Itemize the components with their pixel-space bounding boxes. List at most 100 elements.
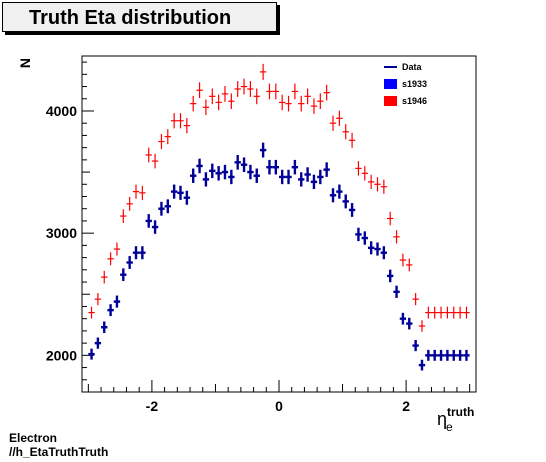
- data-point-s1946: [380, 179, 388, 194]
- data-point-s1946: [304, 88, 311, 105]
- data-point-s1946: [355, 161, 362, 176]
- data-point-s1933: [456, 349, 464, 361]
- data-point-s1946: [145, 147, 152, 163]
- data-point-s1933: [367, 241, 375, 255]
- data-point-s1946: [228, 93, 235, 110]
- data-point-s1933: [221, 164, 229, 180]
- legend-item-data: Data: [384, 62, 423, 72]
- data-point-s1933: [247, 164, 254, 180]
- data-point-s1933: [94, 337, 102, 349]
- data-point-s1946: [463, 306, 470, 319]
- data-point-s1933: [450, 349, 457, 361]
- data-point-s1933: [209, 163, 216, 179]
- data-point-s1946: [196, 82, 203, 99]
- data-point-s1933: [317, 169, 324, 185]
- footer-histogram-path: //h_EtaTruthTruth: [9, 445, 109, 459]
- footer-label: Electron: [9, 431, 58, 445]
- data-point-s1933: [463, 349, 470, 361]
- data-point-s1933: [120, 268, 127, 282]
- legend-item-s1946: s1946: [384, 96, 427, 106]
- data-point-s1946: [348, 132, 356, 148]
- data-point-s1933: [279, 169, 286, 185]
- data-point-s1933: [113, 295, 121, 308]
- x-axis-label-sup: truth: [447, 405, 474, 419]
- data-point-s1946: [88, 306, 95, 319]
- data-point-s1933: [88, 348, 95, 360]
- data-point-s1933: [151, 220, 159, 234]
- y-tick-label: 4000: [46, 103, 77, 119]
- data-point-s1933: [202, 172, 210, 187]
- data-point-s1946: [285, 95, 292, 112]
- data-point-s1946: [94, 293, 102, 306]
- data-point-s1933: [399, 312, 407, 325]
- data-point-s1946: [450, 306, 457, 319]
- data-point-s1933: [310, 174, 318, 189]
- legend-box-swatch: [384, 79, 397, 89]
- data-point-s1946: [234, 81, 241, 97]
- data-point-s1946: [139, 185, 146, 200]
- data-point-s1946: [107, 252, 114, 266]
- data-point-s1946: [126, 196, 133, 211]
- data-point-s1933: [285, 169, 292, 185]
- data-point-s1946: [298, 95, 305, 112]
- data-point-s1933: [272, 159, 279, 175]
- data-point-s1946: [374, 177, 381, 192]
- data-point-s1946: [329, 115, 337, 131]
- data-point-s1933: [437, 349, 445, 361]
- y-tick-label: 2000: [46, 347, 77, 363]
- data-point-s1933: [355, 227, 362, 242]
- data-point-s1933: [380, 246, 388, 260]
- data-point-s1933: [215, 166, 222, 181]
- data-point-s1933: [393, 285, 400, 298]
- data-point-s1946: [202, 99, 210, 116]
- data-point-s1933: [361, 231, 368, 245]
- data-point-s1933: [158, 201, 165, 216]
- data-point-s1946: [323, 84, 330, 101]
- data-point-s1933: [139, 246, 146, 260]
- data-point-s1933: [259, 142, 267, 158]
- data-point-s1933: [190, 168, 197, 183]
- data-point-s1946: [247, 81, 254, 97]
- data-point-s1946: [412, 293, 419, 306]
- data-point-s1946: [158, 134, 165, 150]
- data-point-s1933: [107, 304, 114, 317]
- data-point-s1933: [126, 256, 133, 269]
- x-tick-label: 2: [402, 398, 410, 414]
- data-point-s1933: [240, 157, 248, 173]
- data-point-s1946: [259, 63, 267, 80]
- legend: Data s1933 s1946: [384, 62, 427, 106]
- legend-label: s1946: [402, 96, 427, 106]
- data-point-s1933: [183, 190, 191, 205]
- data-point-s1946: [399, 253, 407, 267]
- x-axis-label: η e truth: [437, 405, 474, 435]
- data-point-s1933: [196, 158, 203, 174]
- data-point-s1946: [387, 211, 394, 226]
- data-point-s1933: [444, 349, 451, 361]
- data-point-s1946: [336, 110, 343, 126]
- x-axis-label-main: η: [437, 409, 447, 429]
- data-point-s1946: [215, 94, 222, 111]
- data-point-s1946: [444, 306, 451, 319]
- data-point-s1946: [406, 258, 413, 272]
- legend-label: s1933: [402, 79, 427, 89]
- legend-item-s1933: s1933: [384, 79, 427, 89]
- data-point-s1946: [164, 129, 171, 145]
- data-point-s1933: [234, 154, 241, 170]
- data-point-s1946: [367, 174, 375, 189]
- data-point-s1946: [431, 306, 438, 319]
- data-point-s1933: [298, 172, 305, 187]
- data-point-s1946: [240, 78, 248, 95]
- x-tick-label: 0: [275, 398, 283, 414]
- data-point-s1933: [291, 159, 299, 175]
- data-point-s1946: [342, 124, 349, 140]
- data-point-s1933: [329, 188, 337, 203]
- data-point-s1946: [425, 306, 432, 319]
- data-point-s1946: [183, 118, 191, 134]
- data-point-s1933: [253, 168, 260, 183]
- data-point-s1946: [101, 270, 108, 284]
- data-point-s1946: [291, 83, 299, 100]
- data-point-s1933: [342, 194, 349, 209]
- legend-label: Data: [402, 62, 423, 72]
- data-point-s1933: [406, 317, 413, 330]
- data-point-s1946: [456, 306, 464, 319]
